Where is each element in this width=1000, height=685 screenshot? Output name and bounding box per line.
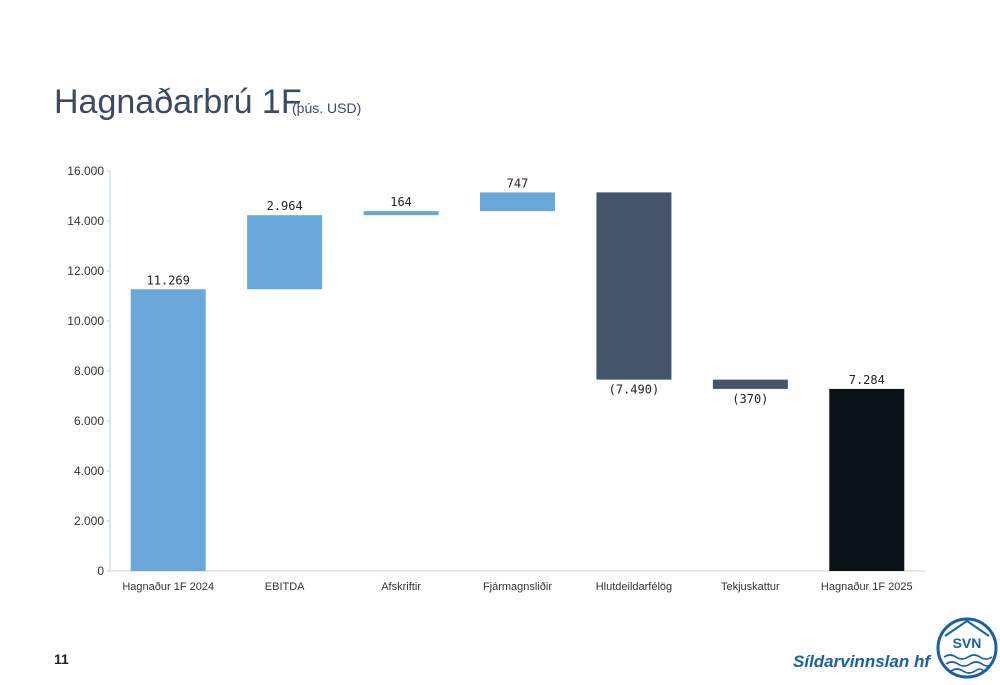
y-tick-label: 12.000 (67, 264, 104, 278)
page-number: 11 (54, 651, 69, 667)
value-label: (370) (732, 392, 768, 406)
y-tick-label: 6.000 (74, 414, 104, 428)
bar (247, 215, 323, 290)
value-label: (7.490) (609, 383, 660, 397)
y-tick-label: 4.000 (74, 464, 104, 478)
x-tick-label: Hlutdeildarfélög (596, 581, 672, 593)
bar (712, 379, 788, 389)
y-tick-label: 0 (97, 564, 104, 578)
chart-title: Hagnaðarbrú 1F (54, 83, 302, 121)
x-tick-label: Afskriftir (381, 581, 421, 593)
x-tick-label: Hagnaður 1F 2025 (821, 581, 913, 593)
x-tick-label: Fjármagnsliðir (483, 581, 552, 593)
logo-waves (943, 654, 993, 674)
value-label: 7.284 (849, 373, 885, 387)
bar (363, 211, 439, 216)
logo-roof (944, 619, 990, 637)
y-tick-label: 14.000 (67, 214, 104, 228)
bar (829, 388, 905, 571)
value-label: 11.269 (147, 273, 190, 287)
y-tick-label: 2.000 (74, 514, 104, 528)
chart-subtitle: (þús. USD) (292, 100, 361, 116)
bar (480, 192, 555, 212)
bar (130, 289, 206, 571)
x-tick-label: Hagnaður 1F 2024 (122, 581, 214, 593)
logo: Síldarvinnslan hf SVN (793, 617, 998, 679)
logo-text: Síldarvinnslan hf (793, 652, 932, 671)
x-tick-label: Tekjuskattur (721, 581, 780, 593)
value-label: 2.964 (267, 199, 303, 213)
y-tick-label: 10.000 (67, 314, 104, 328)
logo-mark: SVN (953, 635, 982, 651)
value-label: 164 (390, 195, 412, 209)
y-tick-label: 16.000 (67, 164, 104, 178)
bar (596, 192, 672, 380)
value-label: 747 (507, 176, 529, 190)
y-tick-label: 8.000 (74, 364, 104, 378)
x-tick-label: EBITDA (265, 581, 305, 593)
